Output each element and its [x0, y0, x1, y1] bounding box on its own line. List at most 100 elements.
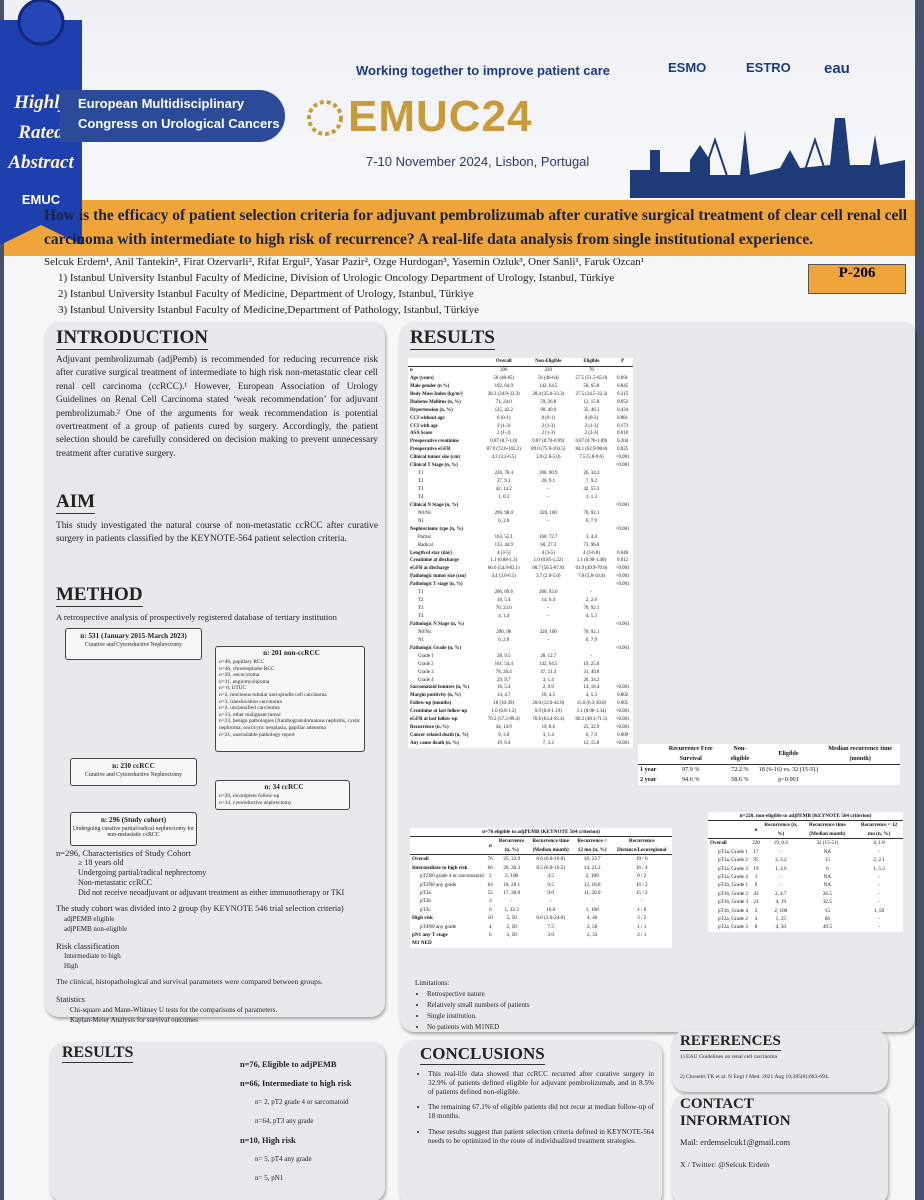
table-cell: NA — [823, 882, 832, 889]
table-row-label: pT3c — [420, 906, 431, 913]
table-row: N1 6, 2.0 - 6, 7.9 — [408, 518, 633, 526]
rfs-table: Recurrence Free Survival Non-eligible Elig… — [638, 744, 900, 786]
table-cell: 10, 4.5 — [541, 693, 556, 699]
flow-text: n: 230 ccRCC — [112, 762, 155, 770]
table-cell: 19, 6.4 — [497, 741, 511, 746]
contact-twitter: X / Twitter: @Selcuk Erdem — [680, 1160, 770, 1169]
table-cell: - — [878, 924, 880, 931]
affiliation: 2) Istanbul University Istanbul Faculty … — [58, 288, 474, 300]
table-cell: NA — [823, 873, 832, 880]
table-header: P — [621, 359, 625, 364]
bottom-results — [50, 1042, 385, 1200]
ribbon-text: Rated — [18, 122, 64, 143]
table-row-label: CCI without age — [410, 415, 445, 421]
table-cell: 8 — [754, 924, 758, 931]
table-row: pN1 any T stage 6 3, 50 3.0 2, 33 2 / 1 — [410, 931, 672, 939]
table-cell — [526, 462, 571, 470]
table-cell: 2, 100 — [505, 873, 519, 880]
table-row: Margin positivity (n, %) 14, 4.7 10, 4.5 4,… — [408, 692, 633, 700]
table-cell: 1, 100 — [585, 906, 599, 913]
flow-text: n: 34 ccRCC — [264, 783, 304, 791]
table-row-label: Creatinine at last follow-up — [410, 709, 468, 715]
table-row: pT1b, Grade 1 9 - NA - — [708, 881, 903, 889]
table-cell: 18, 28.1 — [503, 881, 521, 888]
table-cell: 14, 4.7 — [497, 693, 511, 699]
table-cell: 1, 0.3 — [498, 494, 510, 500]
table-cell: 3.9 (2.8-5.0) — [536, 455, 561, 461]
table-cell — [481, 621, 526, 629]
eligible-table-grid: n=76 eligible to adjPEMB (KEYNOTE 564 cr… — [410, 828, 672, 948]
stats-item: Kaplan-Meier Analysis for survival outco… — [70, 1016, 198, 1024]
result-line: n= 5, pN1 — [255, 1174, 284, 1182]
table-row-label: pT3a — [420, 889, 431, 896]
table-row: Grade 1 28, 9.5 28, 12.7 - — [408, 653, 633, 661]
table-row: 2 year 94.6 % 58.6 % p<0.001 — [638, 775, 900, 785]
cohort-criterion: ≥ 18 years old — [78, 858, 124, 867]
table-row: Length of stay (day) 4 (3-5) 4 (3-5) 4 (3-6… — [408, 550, 633, 558]
table-cell: 71, 24.0 — [495, 399, 512, 405]
table-cell: 19 — [753, 865, 759, 872]
table-row: T3 70, 23.6 - 70, 92.1 — [408, 605, 633, 613]
conclusion-item: The remaining 67.1% of eligible patients… — [428, 1103, 654, 1121]
section-heading: REFERENCES — [680, 1033, 781, 1051]
table-cell: - — [878, 873, 880, 880]
table-cell: 1 / 1 — [637, 923, 647, 930]
affiliation: 1) Istanbul University Istanbul Faculty … — [58, 272, 615, 284]
conclusions-body: This real-life data showed that ccRCC re… — [404, 1070, 654, 1153]
table-cell: 1 / 0 — [637, 906, 647, 913]
table-cell: 0 (0-1) — [541, 415, 556, 421]
table-cell: 4 — [754, 916, 758, 923]
aim-text: This study investigated the natural cour… — [56, 521, 378, 545]
result-line: n=10, High risk — [240, 1136, 296, 1145]
table-cell: 4, 1.4 — [498, 614, 510, 619]
table-cell: 7.5 (5.8-9.6) — [579, 455, 604, 461]
flow-text: Curative and Cytoreductive Nephrectomy — [84, 642, 183, 648]
table-row-label: CCI with age — [410, 423, 438, 429]
table-row: pT2a, Grade 2 4 1, 25 66 - — [708, 915, 903, 923]
table-cell: 14, 18.4 — [583, 685, 600, 691]
table-cell: 3, 50 — [506, 932, 517, 939]
table-cell — [481, 462, 526, 470]
cohort-group: adjPEMB non-eligible — [64, 925, 128, 933]
table-cell: 78, 26.4 — [495, 669, 512, 675]
table-cell: 1.0 (0.85-1.22) — [533, 558, 563, 564]
table-cell: 6 — [488, 906, 492, 913]
risk-heading: Risk classification — [56, 941, 120, 951]
table-cell: 6, 7.9 — [585, 733, 597, 739]
cohort-criterion: Non-metastatic ccRCC — [78, 878, 152, 887]
table-cell: 84.1 (62.9-98.8) — [575, 447, 608, 453]
table-cell — [481, 502, 526, 510]
event-name: EMUC24 — [348, 92, 533, 141]
table-cell: 6, 7.9 — [585, 637, 597, 643]
table-row-label: T4 — [418, 494, 424, 500]
table-cell: 163, 55.1 — [494, 534, 513, 540]
table-cell: 73, 96.0 — [583, 542, 600, 548]
table-header: Recurrence < 12 mo (n, %) — [860, 822, 898, 837]
congress-name: European Multidisciplinary — [78, 96, 245, 111]
table-cell: 20, 9.1 — [541, 479, 556, 485]
table-row-label: pT1a, Grade 2 — [718, 857, 748, 864]
table-row-label: ASA Score — [410, 431, 433, 437]
table-cell: 6 — [826, 865, 829, 872]
table-cell: 8.6 (6.0-16.0) — [536, 856, 565, 863]
table-cell: - — [640, 898, 643, 905]
table-cell: 4, 50 — [775, 924, 786, 931]
table-row: Pathologic Grade (n, %) <0.001 — [408, 645, 633, 653]
table-cell: 18 (10-39) — [493, 701, 515, 707]
risk-item: Intermediate to high — [64, 952, 121, 960]
ribbon-text: Abstract — [8, 152, 74, 173]
table-cell: 21 — [753, 899, 759, 906]
result-line: n=76, Eligible to adjPEMB — [240, 1060, 337, 1069]
table-header: Eligible — [778, 750, 799, 758]
table-cell: 3.7 (2.9-5.0) — [536, 574, 561, 580]
flow-item: n=2, mucinous tubular and spindle cell c… — [219, 691, 327, 698]
table-cell: 2, 0.9 — [542, 685, 554, 691]
stats-heading: Statistics — [56, 995, 85, 1004]
table-row-label: Nephrectomy type (n, %) — [410, 526, 463, 532]
table-cell: 6, 2.0 — [498, 518, 510, 524]
table-cell: - — [878, 882, 880, 889]
table-cell: <0.001 — [615, 502, 630, 508]
table-cell: 9 — [754, 882, 758, 889]
table-cell: 35, 46.1 — [583, 407, 600, 413]
table-cell: 2 (1-3) — [584, 423, 599, 429]
